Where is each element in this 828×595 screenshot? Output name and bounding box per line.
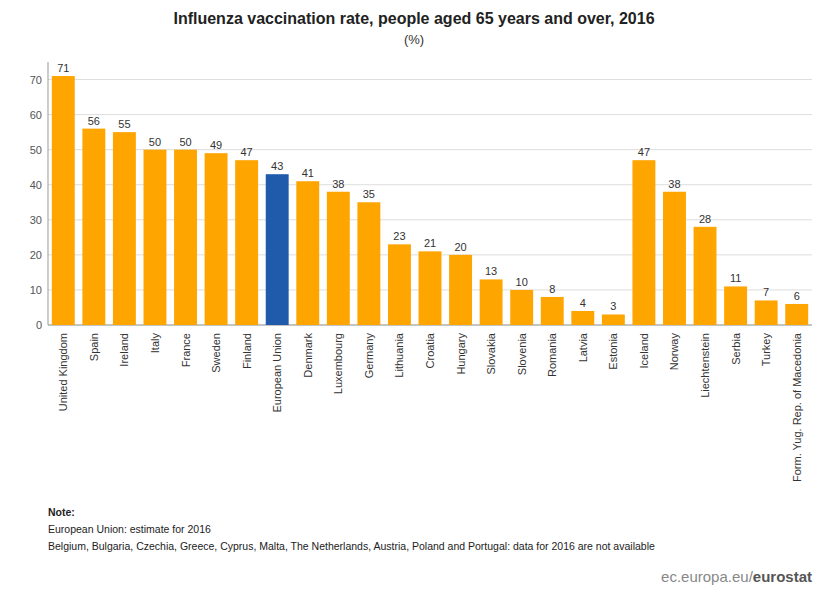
bar <box>266 174 289 325</box>
bar <box>663 192 686 325</box>
x-tick-label: Luxembourg <box>332 333 344 394</box>
x-tick-label: Lithuania <box>393 332 405 378</box>
bar <box>785 304 808 325</box>
data-label: 49 <box>210 139 222 151</box>
data-label: 50 <box>179 136 191 148</box>
x-tick-label: European Union <box>271 333 283 413</box>
bar <box>327 192 350 325</box>
bar <box>113 132 136 325</box>
bar <box>755 300 778 325</box>
x-tick-label: Denmark <box>302 333 314 378</box>
bar <box>602 314 625 325</box>
bar <box>52 76 75 325</box>
watermark-part: eurostat <box>753 568 812 585</box>
bar <box>449 255 472 325</box>
x-tick-label: Slovakia <box>485 332 497 374</box>
x-tick-label: Finland <box>241 333 253 369</box>
y-tick-label: 40 <box>30 179 42 191</box>
bar <box>357 202 380 325</box>
subtitle: (%) <box>404 32 424 47</box>
data-label: 56 <box>88 115 100 127</box>
x-tick-label: Croatia <box>424 332 436 368</box>
data-label: 21 <box>424 237 436 249</box>
grid <box>48 80 812 325</box>
y-tick-label: 70 <box>30 74 42 86</box>
bar <box>480 279 503 325</box>
x-tick-label: United Kingdom <box>57 333 69 411</box>
y-tick-label: 50 <box>30 144 42 156</box>
grid-line <box>48 114 812 115</box>
note: Belgium, Bulgaria, Czechia, Greece, Cypr… <box>48 540 655 552</box>
data-label: 35 <box>363 188 375 200</box>
x-tick-label: Spain <box>88 333 100 361</box>
bar <box>388 244 411 325</box>
bar <box>541 297 564 325</box>
x-tick-label: Ireland <box>118 333 130 367</box>
data-label: 71 <box>57 62 69 74</box>
data-label: 47 <box>241 146 253 158</box>
bar <box>174 150 197 325</box>
x-tick-label: Romania <box>546 332 558 377</box>
x-tick-label: Iceland <box>638 333 650 368</box>
x-tick-label: Norway <box>668 333 680 371</box>
x-tick-label: Form. Yug. Rep. of Macedonia <box>791 332 803 482</box>
y-tick-label: 60 <box>30 109 42 121</box>
x-tick-label: Turkey <box>760 333 772 367</box>
bar <box>144 150 167 325</box>
data-label: 6 <box>794 290 800 302</box>
bar <box>296 181 319 325</box>
data-label: 4 <box>580 297 586 309</box>
x-tick-label: Slovenia <box>516 332 528 375</box>
x-tick-label: Liechtenstein <box>699 333 711 398</box>
x-tick-label: Germany <box>363 333 375 379</box>
bar <box>632 160 655 325</box>
bars <box>52 76 808 325</box>
data-label: 55 <box>118 118 130 130</box>
x-tick-label: France <box>180 333 192 367</box>
y-tick-label: 0 <box>36 319 42 331</box>
y-axis-line <box>48 62 49 325</box>
bar <box>82 129 105 325</box>
x-tick-label: Serbia <box>730 332 742 365</box>
data-label: 38 <box>332 178 344 190</box>
watermark: ec.europa.eu/eurostat <box>661 568 812 585</box>
bar <box>205 153 228 325</box>
data-label: 3 <box>610 300 616 312</box>
y-tick-label: 30 <box>30 214 42 226</box>
bar <box>419 251 442 325</box>
data-label: 8 <box>549 283 555 295</box>
note: Note: <box>48 506 75 518</box>
data-label: 11 <box>730 272 741 284</box>
chart: Influenza vaccination rate, people aged … <box>0 0 828 595</box>
data-label: 23 <box>393 230 405 242</box>
data-label: 13 <box>485 265 497 277</box>
data-label: 50 <box>149 136 161 148</box>
x-tick-label: Sweden <box>210 333 222 373</box>
watermark-part: ec.europa.eu/ <box>661 568 754 585</box>
y-tick-label: 10 <box>30 284 42 296</box>
note: European Union: estimate for 2016 <box>48 523 211 535</box>
x-tick-label: Hungary <box>455 333 467 375</box>
bar <box>694 227 717 325</box>
bar <box>510 290 533 325</box>
y-tick-label: 20 <box>30 249 42 261</box>
bar <box>235 160 258 325</box>
data-label: 7 <box>763 286 769 298</box>
x-tick-label: Italy <box>149 333 161 354</box>
bar <box>724 286 747 325</box>
data-label: 43 <box>271 160 283 172</box>
data-label: 20 <box>454 241 466 253</box>
x-tick-label: Estonia <box>607 332 619 370</box>
data-label: 38 <box>668 178 680 190</box>
data-label: 47 <box>638 146 650 158</box>
title: Influenza vaccination rate, people aged … <box>173 10 654 27</box>
data-label: 10 <box>516 276 528 288</box>
x-tick-label: Latvia <box>577 332 589 362</box>
background <box>0 0 828 595</box>
grid-line <box>48 79 812 80</box>
data-label: 28 <box>699 213 711 225</box>
bar <box>571 311 594 325</box>
data-label: 41 <box>302 167 314 179</box>
